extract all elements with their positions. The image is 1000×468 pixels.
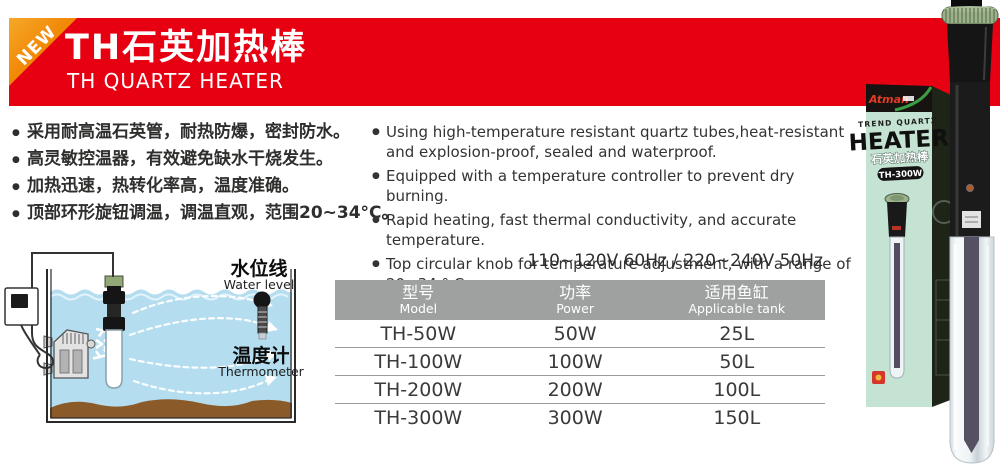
box-green-swoosh bbox=[894, 86, 933, 112]
feature-list-en: Using high-temperature resistant quartz … bbox=[372, 123, 854, 299]
col-header-tank-zh: 适用鱼缸 bbox=[704, 283, 769, 302]
feature-item-en: Equipped with a temperature controller t… bbox=[372, 167, 854, 206]
box-corner-logo bbox=[872, 371, 885, 384]
aquarium-diagram: 水位线 Water level 温度计 Thermometer bbox=[4, 252, 305, 423]
cell-model: TH-50W bbox=[335, 320, 502, 348]
tank-inner-wall bbox=[50, 269, 292, 419]
col-header-model: 型号 Model bbox=[335, 280, 502, 320]
col-header-tank: 适用鱼缸 Applicable tank bbox=[648, 280, 825, 320]
feature-item-en: Using high-temperature resistant quartz … bbox=[372, 123, 854, 162]
cell-power: 200W bbox=[501, 375, 649, 404]
heater-top-cap bbox=[951, 0, 982, 10]
box-model-badge bbox=[877, 166, 924, 181]
table-row: TH-300W 300W 150L bbox=[335, 404, 825, 432]
product-photo: Atman TREND QUARTZ HEATER 石英加热棒 TH-300W bbox=[848, 0, 999, 464]
box-product-name-zh: 石英加热棒 bbox=[870, 149, 930, 166]
col-header-model-en: Model bbox=[399, 301, 438, 316]
col-header-model-zh: 型号 bbox=[402, 283, 435, 302]
cable-loop bbox=[31, 332, 54, 370]
table-row: TH-100W 100W 50L bbox=[335, 347, 825, 376]
box-brand-subtext bbox=[903, 96, 914, 101]
col-header-tank-en: Applicable tank bbox=[688, 301, 786, 316]
thermometer-label-zh: 温度计 bbox=[232, 344, 289, 367]
cell-tank: 25L bbox=[648, 320, 825, 348]
box-heater-picture bbox=[884, 193, 910, 379]
cell-power: 100W bbox=[501, 347, 649, 376]
water-surface-highlight bbox=[49, 293, 289, 301]
cell-model: TH-300W bbox=[374, 406, 463, 429]
heater-product bbox=[941, 0, 999, 464]
box-product-name: HEATER bbox=[848, 125, 950, 156]
feature-list-zh: 采用耐高温石英管，耐热防爆，密封防水。 高灵敏控温器，有效避免缺水干烧发生。 加… bbox=[12, 119, 399, 228]
feature-item-en: Rapid heating, fast thermal conductivity… bbox=[372, 211, 854, 250]
heater-indicator-dot bbox=[966, 184, 974, 192]
feature-item-zh: 顶部环形旋钮调温，调温直观，范围20~34°C。 bbox=[12, 200, 399, 228]
box-brand-logo: Atman bbox=[868, 93, 909, 106]
box-top-band bbox=[866, 84, 932, 112]
cell-power: 50W bbox=[501, 320, 649, 348]
spec-table-header-row: 型号 Model 功率 Power 适用鱼缸 Applicable tank bbox=[335, 280, 825, 320]
page-title-zh: TH石英加热棒 bbox=[65, 28, 308, 68]
cell-model: TH-200W bbox=[335, 375, 502, 404]
water-level-label-en: Water level bbox=[224, 277, 295, 292]
thermometer-label-en: Thermometer bbox=[217, 364, 304, 379]
water-surface-crest bbox=[49, 287, 289, 295]
cell-tank: 50L bbox=[648, 347, 825, 376]
water-level-label-zh: 水位线 bbox=[230, 257, 287, 280]
header-banner: NEW TH石英加热棒 TH QUARTZ HEATER bbox=[9, 18, 1000, 106]
col-header-power-en: Power bbox=[556, 301, 594, 316]
cell-model: TH-100W bbox=[335, 347, 502, 376]
feature-item-zh: 高灵敏控温器，有效避免缺水干烧发生。 bbox=[12, 146, 368, 174]
substrate bbox=[50, 399, 292, 418]
col-header-power: 功率 Power bbox=[501, 280, 649, 320]
cell-tank: 150L bbox=[713, 406, 761, 429]
box-model-text: TH-300W bbox=[879, 169, 924, 181]
voltage-note: 110~120V 60Hz / 220~240V 50Hz bbox=[527, 251, 823, 271]
box-series-text: TREND QUARTZ bbox=[858, 116, 938, 129]
cell-power: 300W bbox=[547, 406, 603, 429]
heater-element bbox=[964, 237, 979, 453]
heater-illustration bbox=[103, 275, 125, 389]
heater-upper-body bbox=[947, 24, 993, 82]
wall-outlet-icon bbox=[4, 287, 39, 326]
thermometer-icon bbox=[253, 291, 271, 340]
page-title-en: TH QUARTZ HEATER bbox=[67, 69, 284, 93]
tank-outer-wall bbox=[46, 269, 296, 423]
product-box: Atman TREND QUARTZ HEATER 石英加热棒 TH-300W bbox=[848, 84, 956, 407]
table-row: TH-200W 200W 100L bbox=[335, 375, 825, 404]
heater-label bbox=[962, 211, 981, 228]
box-side-panel bbox=[932, 86, 953, 407]
col-header-power-zh: 功率 bbox=[559, 283, 592, 302]
feature-item-zh: 加热迅速，热转化率高，温度准确。 bbox=[12, 173, 368, 201]
feature-item-zh: 采用耐高温石英管，耐热防爆，密封防水。 bbox=[12, 119, 368, 147]
heater-adjust-knob bbox=[941, 6, 999, 25]
spec-table: 型号 Model 功率 Power 适用鱼缸 Applicable tank T… bbox=[335, 280, 825, 431]
table-row: TH-50W 50W 25L bbox=[335, 320, 825, 348]
cell-tank: 100L bbox=[648, 375, 825, 404]
